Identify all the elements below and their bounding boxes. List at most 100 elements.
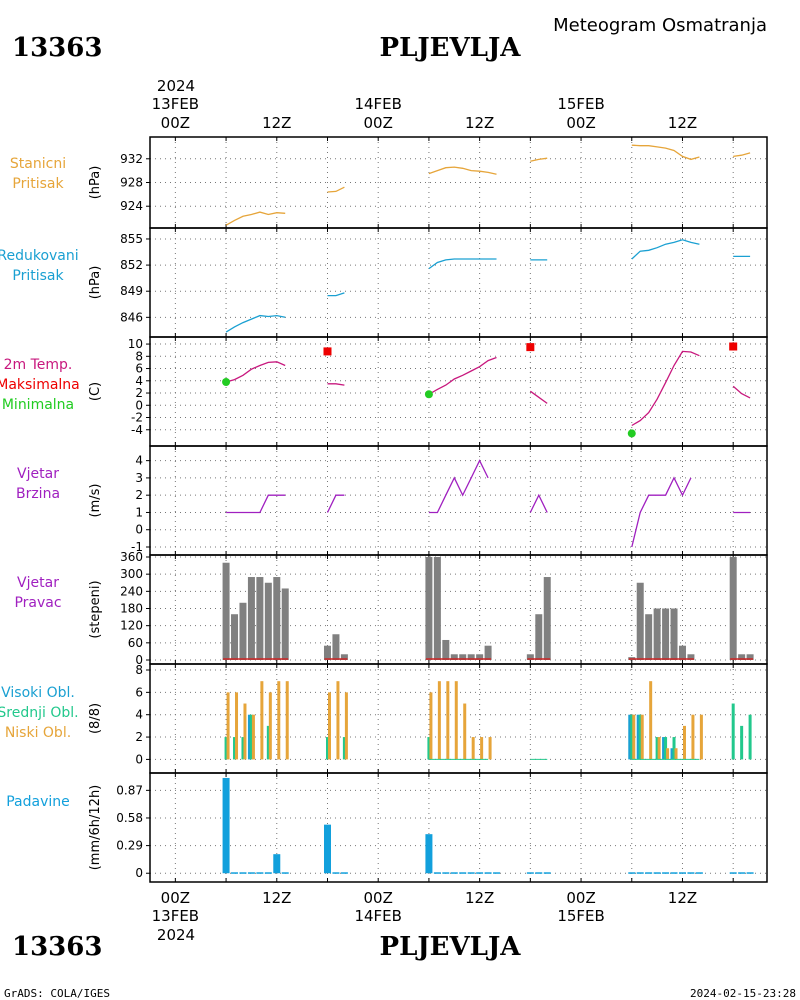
time-label-top: 12Z (465, 114, 494, 132)
series-line (529, 390, 548, 404)
panel-label: Pritisak (12, 268, 64, 284)
y-tick-label: -1 (131, 540, 143, 554)
precip-bar (467, 872, 475, 874)
wind-dir-bar (433, 557, 441, 660)
wind-dir-bar (222, 562, 230, 660)
wind-dir-bar (535, 614, 543, 660)
y-tick-label: 360 (120, 550, 143, 564)
cloud-bar (649, 681, 653, 760)
y-tick-label: 0 (135, 752, 143, 766)
precip-bar (442, 872, 450, 874)
time-label-top: 12Z (262, 114, 291, 132)
precip-bar (645, 872, 653, 874)
series-line (631, 350, 700, 427)
wind-dir-bar (746, 654, 754, 660)
station-id-bottom: 13363 (12, 932, 102, 962)
cloud-bar (454, 681, 458, 760)
time-label-bottom: 12Z (262, 889, 291, 907)
date-label-bottom: 13FEB (152, 907, 199, 925)
wind-dir-bar (247, 577, 255, 660)
wind-dir-bar (484, 645, 492, 660)
series-line (529, 493, 548, 513)
panel-frame (149, 227, 768, 338)
time-label-top: 12Z (668, 114, 697, 132)
panel-p4: -1 0 1 2 3 4 (m/s) Vjetar Brzina (16, 445, 768, 556)
y-tick-label: 10 (128, 337, 143, 351)
precip-bar (332, 872, 340, 874)
precip-bar (459, 872, 467, 874)
y-tick-label: 852 (120, 258, 143, 272)
wind-dir-bar (323, 645, 331, 660)
y-tick-label: 120 (120, 619, 143, 633)
precip-bar (281, 872, 289, 874)
panel-label: Vjetar (17, 466, 59, 482)
station-name-top: PLJEVLJA (380, 33, 522, 63)
cloud-bar (249, 714, 253, 760)
cloud-bar (748, 714, 752, 760)
cloud-bar (285, 681, 289, 760)
y-tick-label: 0 (135, 523, 143, 537)
panel-unit-label: (8/8) (88, 703, 103, 734)
series-line (225, 361, 286, 383)
cloud-bar (344, 692, 348, 760)
wind-dir-bar (653, 608, 661, 660)
wind-dir-bar (459, 654, 467, 660)
cloud-bar (731, 703, 735, 760)
cloud-bar (235, 692, 239, 760)
panel-unit-label: (hPa) (88, 266, 103, 300)
series-line (327, 383, 345, 386)
cloud-bar (488, 737, 492, 760)
chart-subtitle: Meteogram Osmatranja (553, 15, 767, 36)
y-tick-label: 6 (135, 685, 143, 699)
y-tick-label: 928 (120, 176, 143, 190)
wind-dir-bar (256, 577, 264, 660)
panel-label: Pravac (14, 595, 61, 611)
temp-min-marker (222, 378, 231, 387)
cloud-bar (682, 725, 686, 760)
y-tick-label: 180 (120, 602, 143, 616)
wind-dir-bar (450, 654, 458, 660)
panel-label: Brzina (16, 486, 60, 502)
wind-dir-bar (332, 634, 340, 660)
station-id-top: 13363 (12, 33, 102, 63)
y-tick-label: 6 (135, 362, 143, 376)
y-tick-label: 2 (135, 488, 143, 502)
precip-bar (687, 872, 695, 874)
wind-dir-bar (738, 654, 746, 660)
panel-label: 2m Temp. (4, 357, 73, 373)
y-tick-label: 0 (135, 653, 143, 667)
precip-bar (653, 872, 661, 874)
wind-dir-bar (678, 645, 686, 660)
cloud-bar (674, 748, 678, 760)
cloud-bar (241, 737, 245, 760)
series-line (225, 314, 286, 333)
cloud-bar (277, 681, 281, 760)
y-tick-label: 8 (135, 349, 143, 363)
panel-label: Stanicni (10, 156, 66, 172)
cloud-bar (260, 681, 264, 760)
wind-dir-bar (662, 608, 670, 660)
year-label-top: 2024 (157, 77, 195, 95)
wind-dir-bar (543, 577, 551, 660)
cloud-bar (699, 714, 703, 760)
panel-p6: 0 2 4 6 8 (8/8) Visoki Obl. Srednji Obl. Niski O… (0, 663, 768, 774)
y-tick-label: 4 (135, 374, 143, 388)
precip-bar (476, 872, 484, 874)
cloud-bar (437, 681, 441, 760)
y-tick-label: 849 (120, 284, 143, 298)
precip-bar (535, 872, 543, 874)
precip-bar (678, 872, 686, 874)
cloud-bar (628, 714, 632, 760)
series-line (428, 166, 497, 175)
precip-bar (433, 872, 441, 874)
y-tick-label: 2 (135, 730, 143, 744)
panel-label: Padavine (6, 794, 70, 810)
cloud-bar (672, 737, 676, 760)
cloud-bar (638, 714, 642, 760)
cloud-bar (691, 714, 695, 760)
precip-bar (746, 872, 754, 874)
time-label-bottom: 00Z (161, 889, 190, 907)
y-tick-label: 0.87 (116, 783, 143, 797)
wind-dir-bar (636, 582, 644, 660)
